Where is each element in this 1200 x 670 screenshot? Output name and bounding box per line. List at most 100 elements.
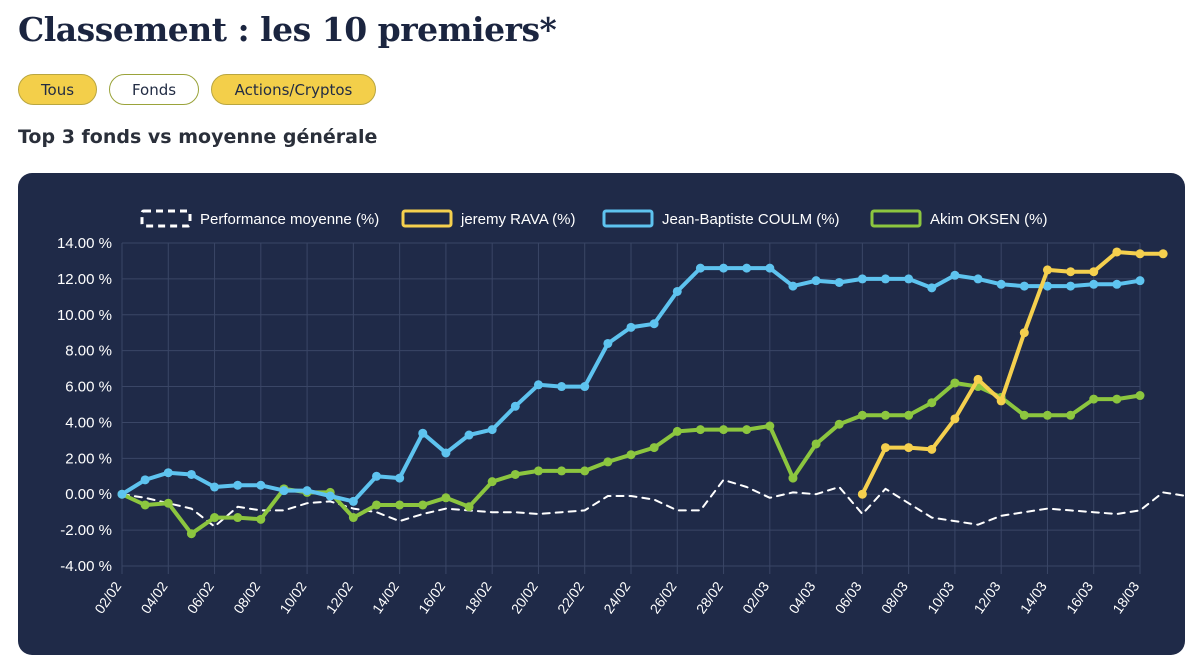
legend-label: jeremy RAVA (%): [460, 211, 575, 228]
legend-swatch: [870, 209, 922, 228]
section-title: Top 3 fonds vs moyenne générale: [18, 126, 378, 148]
grid: [121, 242, 1141, 574]
y-tick-label: -4.00 %: [60, 558, 112, 575]
data-point: [1019, 281, 1029, 291]
data-point: [464, 502, 474, 512]
data-point: [233, 513, 243, 523]
data-point: [881, 410, 890, 420]
series-1: [857, 247, 1168, 499]
data-point: [950, 270, 960, 280]
legend-swatch: [140, 209, 192, 228]
data-point: [372, 471, 381, 481]
series-lines: [117, 247, 1185, 539]
x-tick-label: 04/03: [785, 578, 818, 616]
data-point: [996, 279, 1006, 289]
data-point: [117, 489, 127, 499]
x-tick-label: 26/02: [647, 578, 680, 616]
data-point: [1066, 410, 1076, 420]
data-point: [441, 448, 451, 458]
data-point: [418, 500, 428, 510]
legend-label: Performance moyenne (%): [200, 211, 379, 228]
y-tick-label: 4.00 %: [65, 414, 112, 431]
data-point: [1042, 265, 1052, 275]
y-axis-labels: 14.00 % 12.00 % 10.00 % 8.00 % 6.00 % 4.00 % 2…: [57, 235, 112, 575]
data-point: [1019, 410, 1029, 420]
data-point: [1019, 328, 1029, 338]
y-tick-label: 2.00 %: [65, 450, 112, 467]
data-point: [580, 382, 590, 392]
data-point: [788, 473, 798, 483]
x-tick-label: 22/02: [554, 578, 587, 616]
data-point: [557, 382, 567, 392]
data-point: [603, 338, 613, 348]
legend: Performance moyenne (%) jeremy RAVA (%) Je…: [140, 209, 1048, 228]
data-point: [1135, 276, 1145, 286]
series-2: [117, 263, 1145, 506]
data-point: [1042, 281, 1052, 291]
data-point: [533, 466, 543, 476]
data-point: [533, 380, 543, 390]
data-point: [904, 410, 914, 420]
data-point: [881, 274, 890, 284]
data-point: [140, 475, 150, 485]
data-point: [927, 398, 937, 408]
data-point: [325, 491, 335, 501]
filter-fonds-button[interactable]: Fonds: [109, 74, 199, 105]
data-point: [672, 426, 682, 436]
data-point: [233, 480, 243, 490]
data-point: [210, 482, 220, 492]
data-point: [927, 283, 937, 293]
data-point: [140, 500, 150, 510]
x-tick-label: 12/02: [323, 578, 356, 616]
x-tick-label: 02/03: [739, 578, 772, 616]
data-point: [742, 263, 752, 273]
filter-actions-cryptos-button[interactable]: Actions/Cryptos: [211, 74, 376, 105]
data-point: [927, 444, 937, 454]
data-point: [557, 466, 567, 476]
filter-bar: Tous Fonds Actions/Cryptos: [18, 74, 376, 105]
x-axis-labels: 02/02 04/02 06/02 08/02 10/02 12/02 14/02 16/02…: [91, 578, 1142, 616]
data-point: [834, 277, 844, 287]
data-point: [1042, 410, 1052, 420]
x-tick-label: 10/02: [276, 578, 309, 616]
legend-label: Jean-Baptiste COULM (%): [662, 211, 840, 228]
data-point: [857, 274, 867, 284]
filter-tous-button[interactable]: Tous: [18, 74, 97, 105]
x-tick-label: 18/03: [1109, 578, 1142, 616]
data-point: [742, 425, 752, 435]
data-point: [163, 468, 173, 478]
data-point: [649, 319, 659, 329]
data-point: [857, 489, 867, 499]
data-point: [1112, 247, 1122, 257]
x-tick-label: 06/03: [832, 578, 865, 616]
data-point: [1135, 391, 1145, 401]
data-point: [765, 421, 775, 431]
data-point: [1089, 279, 1099, 289]
x-tick-label: 28/02: [693, 578, 726, 616]
data-point: [626, 322, 636, 332]
y-tick-label: 6.00 %: [65, 379, 112, 396]
y-tick-label: 12.00 %: [57, 271, 112, 288]
data-point: [256, 514, 266, 524]
data-point: [695, 263, 705, 273]
data-point: [256, 480, 266, 490]
x-tick-label: 10/03: [924, 578, 957, 616]
data-point: [348, 496, 358, 506]
x-tick-label: 16/03: [1063, 578, 1096, 616]
data-point: [1066, 281, 1076, 291]
data-point: [418, 428, 428, 438]
data-point: [186, 469, 196, 479]
data-point: [904, 443, 914, 453]
data-point: [973, 374, 983, 384]
legend-label: Akim OKSEN (%): [930, 211, 1048, 228]
series-0: [121, 478, 1185, 528]
data-point: [395, 500, 405, 510]
data-point: [1066, 267, 1076, 277]
data-point: [857, 410, 867, 420]
y-tick-label: 10.00 %: [57, 307, 112, 324]
performance-line-chart: 14.00 % 12.00 % 10.00 % 8.00 % 6.00 % 4.00 % 2…: [57, 209, 1185, 616]
data-point: [186, 529, 196, 539]
legend-swatch: [401, 209, 453, 228]
x-tick-label: 04/02: [138, 578, 171, 616]
data-point: [904, 274, 914, 284]
